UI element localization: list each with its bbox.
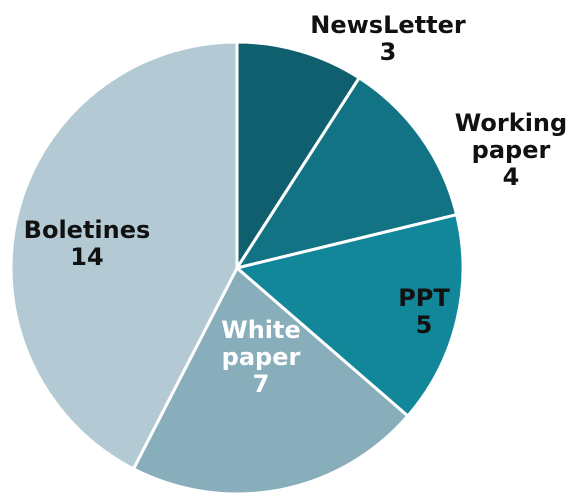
slice-value: 7 <box>253 370 270 398</box>
slice-name-line: White <box>221 316 301 344</box>
pie-label-working-paper: Working paper 4 <box>455 109 567 191</box>
slice-value: 3 <box>380 38 397 66</box>
pie-label-ppt: PPT 5 <box>398 284 450 339</box>
pie-slice-white-paper <box>131 266 410 493</box>
pie-label-newsletter: NewsLetter 3 <box>310 11 466 66</box>
slice-name-line: paper <box>472 136 551 164</box>
pie-slice-ppt <box>235 213 465 418</box>
pie-label-white-paper: White paper 7 <box>221 316 301 398</box>
slice-name-line: paper <box>222 343 301 371</box>
pie-slices <box>9 40 465 493</box>
slice-value: 5 <box>416 311 433 339</box>
pie-slice-newsletter <box>235 40 361 270</box>
slice-name-line: Boletines <box>24 216 151 244</box>
slice-value: 4 <box>503 163 520 191</box>
slice-name-line: PPT <box>398 284 450 312</box>
slice-name-line: NewsLetter <box>310 11 466 39</box>
slice-value: 14 <box>70 243 103 271</box>
slice-name-line: Working <box>455 109 567 137</box>
pie-slice-working-paper <box>235 76 459 270</box>
pie-slice-boletines <box>9 40 239 471</box>
pie-label-boletines: Boletines 14 <box>24 216 151 271</box>
